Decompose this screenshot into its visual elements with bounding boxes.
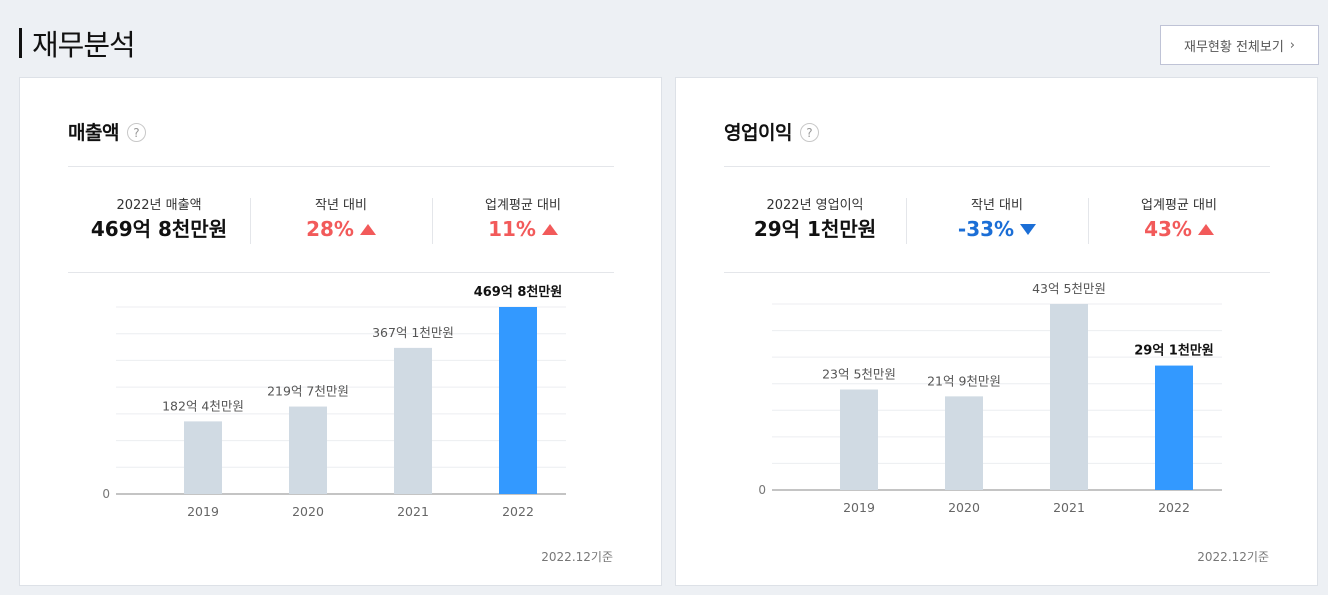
basis-date: 2022.12기준 (541, 550, 613, 564)
title-accent-bar (19, 28, 22, 58)
summary-cell-current: 2022년 영업이익 29억 1천만원 (724, 196, 906, 244)
bar-2022 (1155, 365, 1193, 490)
operating-profit-panel: 영업이익 ? 2022년 영업이익 29억 1천만원 작년 대비 -33% 업계… (675, 77, 1318, 586)
panel-title: 영업이익 (724, 122, 792, 144)
view-all-financials-button[interactable]: 재무현황 전체보기 › (1160, 25, 1319, 65)
page-title: 재무분석 (32, 28, 136, 62)
divider (724, 166, 1270, 167)
data-label: 469억 8천만원 (474, 284, 563, 300)
summary-cell-industry: 업계평균 대비 43% (1088, 196, 1270, 244)
help-icon[interactable]: ? (126, 123, 146, 142)
summary-label: 업계평균 대비 (485, 198, 561, 213)
triangle-down-icon (1020, 223, 1037, 235)
basis-date: 2022.12기준 (1197, 550, 1269, 564)
summary-row: 2022년 영업이익 29억 1천만원 작년 대비 -33% 업계평균 대비 4… (724, 196, 1270, 244)
x-tick-label: 2020 (292, 504, 324, 519)
panel-title: 매출액 (68, 122, 119, 144)
revenue-panel: 매출액 ? 2022년 매출액 469억 8천만원 작년 대비 28% 업계평균… (19, 77, 662, 586)
bar-2019 (840, 389, 878, 490)
summary-label: 2022년 영업이익 (766, 198, 864, 213)
bar-2019 (184, 421, 222, 494)
divider (724, 272, 1270, 273)
summary-row: 2022년 매출액 469억 8천만원 작년 대비 28% 업계평균 대비 11… (68, 196, 614, 244)
data-label: 367억 1천만원 (372, 325, 454, 340)
chevron-right-icon: › (1289, 37, 1295, 53)
section-title: 재무분석 (19, 25, 136, 62)
divider (68, 272, 614, 273)
panel-header: 매출액 ? (68, 118, 146, 145)
data-label: 29억 1천만원 (1134, 343, 1214, 359)
summary-value: 43% (1144, 216, 1214, 242)
x-tick-label: 2022 (502, 504, 534, 519)
x-tick-label: 2021 (1053, 500, 1085, 515)
help-icon[interactable]: ? (799, 123, 819, 142)
x-tick-label: 2019 (187, 504, 219, 519)
triangle-up-icon (359, 223, 376, 235)
data-label: 219억 7천만원 (267, 384, 349, 399)
summary-value: 469억 8천만원 (90, 217, 228, 241)
x-tick-label: 2020 (948, 500, 980, 515)
summary-cell-yoy: 작년 대비 28% (250, 196, 432, 244)
y-tick-label: 0 (758, 483, 766, 497)
bar-2021 (1050, 304, 1088, 490)
panel-header: 영업이익 ? (724, 118, 819, 145)
bar-2021 (394, 347, 432, 494)
x-tick-label: 2019 (843, 500, 875, 515)
bar-2022 (499, 307, 537, 494)
x-tick-label: 2021 (397, 504, 429, 519)
triangle-up-icon (541, 223, 558, 235)
summary-label: 업계평균 대비 (1141, 198, 1217, 213)
bar-2020 (289, 406, 327, 494)
data-label: 182억 4천만원 (162, 398, 244, 413)
y-tick-label: 0 (102, 487, 110, 501)
x-tick-label: 2022 (1158, 500, 1190, 515)
revenue-bar-chart: 0 182억 4천만원 2019 219억 7천만원 2020 367억 1천만원 2021… (102, 284, 566, 519)
summary-label: 작년 대비 (315, 198, 367, 213)
summary-value: 28% (306, 216, 376, 242)
summary-value: -33% (958, 216, 1037, 242)
operating-profit-bar-chart: 0 23억 5천만원 2019 21억 9천만원 2020 43억 5천만원 2021 29억… (758, 281, 1222, 515)
data-label: 23억 5천만원 (822, 367, 896, 382)
summary-value: 29억 1천만원 (753, 217, 877, 241)
divider (68, 166, 614, 167)
summary-label: 작년 대비 (971, 198, 1023, 213)
summary-cell-current: 2022년 매출액 469억 8천만원 (68, 196, 250, 244)
view-all-label: 재무현황 전체보기 (1183, 39, 1284, 55)
data-label: 21억 9천만원 (927, 373, 1001, 388)
summary-label: 2022년 매출액 (116, 198, 202, 213)
summary-value: 11% (488, 216, 558, 242)
bar-2020 (945, 396, 983, 490)
data-label: 43억 5천만원 (1032, 281, 1106, 296)
triangle-up-icon (1197, 223, 1214, 235)
summary-cell-yoy: 작년 대비 -33% (906, 196, 1088, 244)
summary-cell-industry: 업계평균 대비 11% (432, 196, 614, 244)
